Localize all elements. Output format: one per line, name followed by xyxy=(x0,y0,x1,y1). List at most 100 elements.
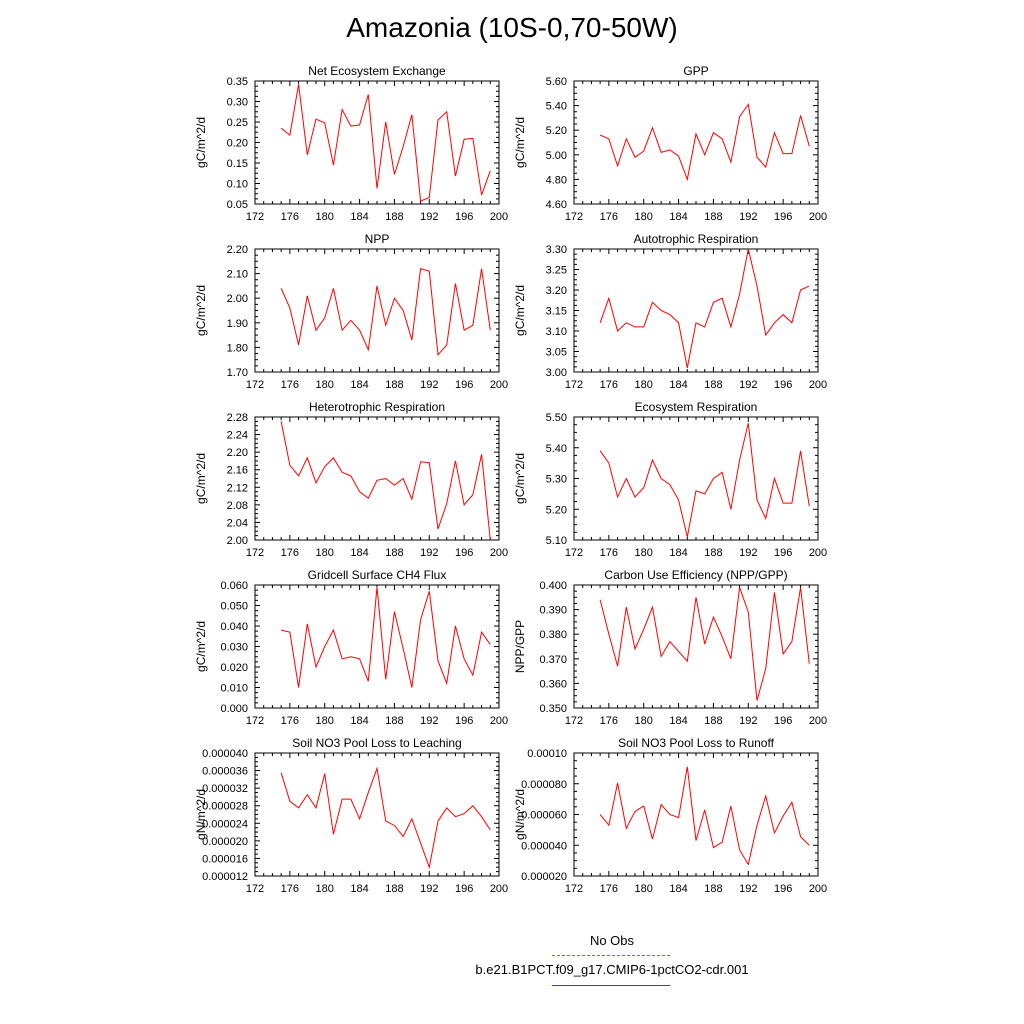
y-tick-label: 3.10 xyxy=(546,326,567,338)
y-tick-label: 2.16 xyxy=(227,465,248,477)
y-tick-label: 1.80 xyxy=(227,342,248,354)
series-line-autotrophic-respiration xyxy=(599,248,810,368)
x-tick-label: 188 xyxy=(385,715,403,727)
x-tick-label: 180 xyxy=(635,211,653,223)
y-tick-label: 3.20 xyxy=(546,285,567,297)
y-axis-label: gC/m^2/d xyxy=(513,285,527,336)
series-line-ecosystem-respiration xyxy=(599,423,810,538)
panel-title: Gridcell Surface CH4 Flux xyxy=(308,568,447,582)
x-tick-label: 184 xyxy=(669,379,687,391)
y-tick-label: 3.00 xyxy=(546,367,567,379)
y-tick-label: 0.050 xyxy=(220,601,248,613)
x-tick-label: 176 xyxy=(281,715,299,727)
y-tick-label: 0.00010 xyxy=(527,748,567,760)
panel-title: Heterotrophic Respiration xyxy=(309,400,445,414)
y-tick-label: 0.000016 xyxy=(202,853,248,865)
y-axis-label: gN/m^2/d xyxy=(513,789,527,840)
y-tick-label: 0.000028 xyxy=(202,801,248,813)
x-tick-label: 196 xyxy=(774,547,792,559)
chart-panel-gpp: GPP gC/m^2/d 172 176 180 184 188 192 196 200 4.60 4… xyxy=(513,64,827,223)
plot-frame xyxy=(573,584,819,709)
y-tick-label: 2.12 xyxy=(227,482,248,494)
x-tick-label: 176 xyxy=(600,547,618,559)
y-tick-label: 0.30 xyxy=(227,97,248,109)
x-tick-label: 192 xyxy=(420,715,438,727)
y-tick-label: 0.000040 xyxy=(202,748,248,760)
y-tick-label: 0.000020 xyxy=(202,836,248,848)
y-tick-label: 2.20 xyxy=(227,447,248,459)
x-tick-label: 200 xyxy=(809,547,827,559)
y-tick-label: 5.00 xyxy=(546,150,567,162)
x-tick-label: 184 xyxy=(669,211,687,223)
y-tick-label: 0.000020 xyxy=(521,871,567,883)
y-tick-label: 5.40 xyxy=(546,101,567,113)
panel-title: GPP xyxy=(683,64,708,78)
x-tick-label: 172 xyxy=(246,883,264,895)
y-tick-label: 0.000080 xyxy=(521,779,567,791)
x-tick-label: 188 xyxy=(385,379,403,391)
x-tick-label: 176 xyxy=(600,715,618,727)
x-tick-label: 200 xyxy=(809,211,827,223)
x-tick-label: 184 xyxy=(669,547,687,559)
x-tick-label: 172 xyxy=(565,715,583,727)
x-tick-label: 188 xyxy=(704,883,722,895)
chart-panel-heterotrophic-respiration: Heterotrophic Respiration gC/m^2/d 172 176 1… xyxy=(194,400,508,559)
y-tick-label: 2.00 xyxy=(227,293,248,305)
series-line-net-ecosystem-exchange xyxy=(280,84,491,202)
x-tick-label: 184 xyxy=(350,883,368,895)
y-axis-label: gC/m^2/d xyxy=(194,453,208,504)
x-tick-label: 192 xyxy=(739,379,757,391)
series-line-gpp xyxy=(599,103,810,182)
x-tick-label: 172 xyxy=(246,547,264,559)
x-tick-label: 188 xyxy=(704,547,722,559)
x-tick-label: 172 xyxy=(565,547,583,559)
panel-title: Soil NO3 Pool Loss to Leaching xyxy=(292,736,461,750)
x-tick-label: 172 xyxy=(246,379,264,391)
x-tick-label: 200 xyxy=(490,547,508,559)
x-tick-label: 192 xyxy=(739,211,757,223)
x-tick-label: 196 xyxy=(774,211,792,223)
y-tick-label: 0.010 xyxy=(220,683,248,695)
y-tick-label: 0.000060 xyxy=(521,810,567,822)
chart-panel-net-ecosystem-exchange: Net Ecosystem Exchange gC/m^2/d 172 176 180 1… xyxy=(194,64,508,223)
x-tick-label: 180 xyxy=(316,211,334,223)
y-tick-label: 3.05 xyxy=(546,347,567,359)
y-tick-label: 0.000012 xyxy=(202,871,248,883)
x-tick-label: 192 xyxy=(739,715,757,727)
y-axis-label: gC/m^2/d xyxy=(194,621,208,672)
panel-title: Autotrophic Respiration xyxy=(634,232,759,246)
x-tick-label: 192 xyxy=(739,883,757,895)
x-tick-label: 200 xyxy=(490,715,508,727)
y-tick-label: 4.60 xyxy=(546,199,567,211)
panel-title: Net Ecosystem Exchange xyxy=(308,64,446,78)
x-tick-label: 196 xyxy=(774,883,792,895)
y-tick-label: 2.00 xyxy=(227,535,248,547)
panel-title: Soil NO3 Pool Loss to Runoff xyxy=(618,736,775,750)
x-tick-label: 196 xyxy=(455,547,473,559)
x-tick-label: 176 xyxy=(281,883,299,895)
y-tick-label: 0.000032 xyxy=(202,783,248,795)
chart-panel-soil-no3-pool-loss-to-leaching: Soil NO3 Pool Loss to Leaching gN/m^2/d 17… xyxy=(194,736,508,895)
panel-title: Ecosystem Respiration xyxy=(635,400,758,414)
x-tick-label: 200 xyxy=(809,715,827,727)
x-tick-label: 188 xyxy=(385,883,403,895)
x-tick-label: 196 xyxy=(774,715,792,727)
x-tick-label: 172 xyxy=(565,379,583,391)
plot-frame xyxy=(573,248,819,373)
x-tick-label: 180 xyxy=(635,379,653,391)
x-tick-label: 180 xyxy=(635,547,653,559)
chart-panel-soil-no3-pool-loss-to-runoff: Soil NO3 Pool Loss to Runoff gN/m^2/d 172 1… xyxy=(513,736,827,895)
y-tick-label: 2.20 xyxy=(227,244,248,256)
panel-title: NPP xyxy=(365,232,390,246)
x-tick-label: 180 xyxy=(316,883,334,895)
x-tick-label: 176 xyxy=(600,211,618,223)
series-line-soil-no3-pool-loss-to-leaching xyxy=(280,766,491,870)
y-tick-label: 4.80 xyxy=(546,174,567,186)
x-tick-label: 192 xyxy=(739,547,757,559)
x-tick-label: 184 xyxy=(669,883,687,895)
y-tick-label: 2.24 xyxy=(227,430,248,442)
y-tick-label: 0.400 xyxy=(539,580,567,592)
y-tick-label: 3.15 xyxy=(546,306,567,318)
series-line-soil-no3-pool-loss-to-runoff xyxy=(599,766,810,866)
